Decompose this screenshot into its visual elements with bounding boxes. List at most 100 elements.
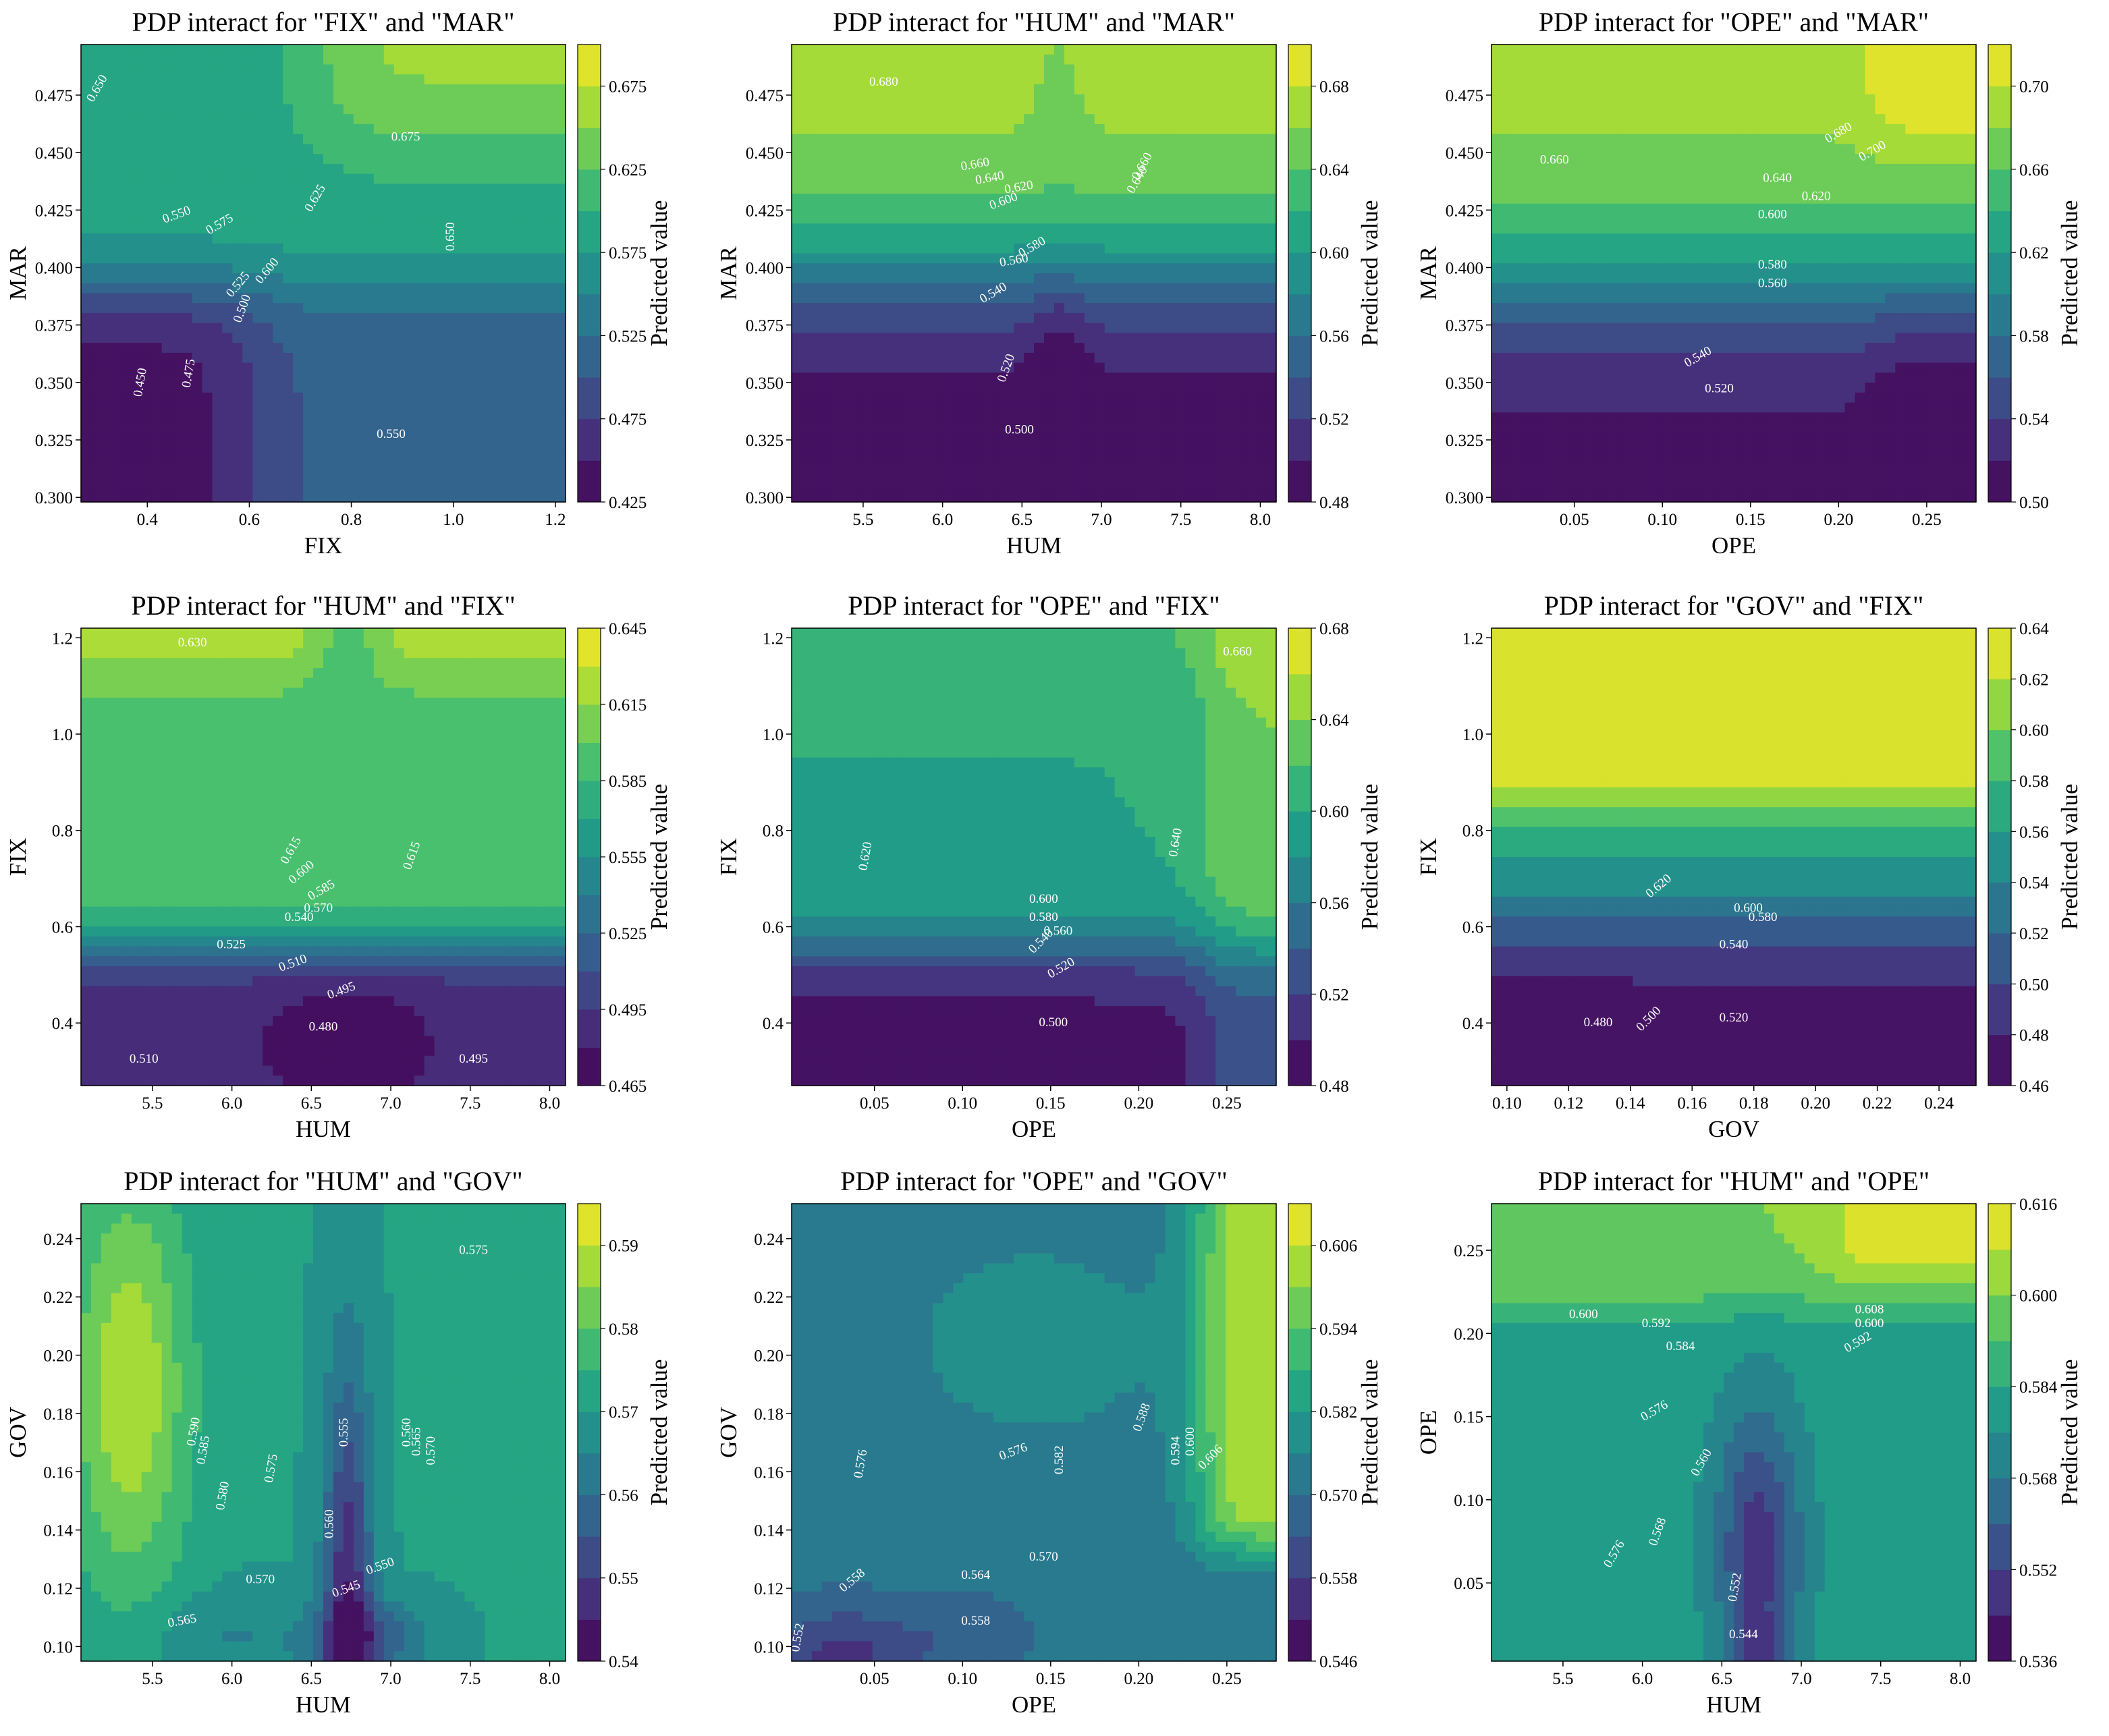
heatmap-cell: [364, 184, 375, 194]
heatmap-cell: [162, 462, 173, 472]
heatmap-cell: [495, 134, 505, 144]
heatmap-cell: [323, 144, 334, 154]
heatmap-cell: [943, 452, 954, 462]
heatmap-cell: [101, 164, 112, 174]
heatmap-cell: [1085, 323, 1095, 333]
heatmap-cell: [313, 333, 324, 343]
heatmap-cell: [1236, 323, 1247, 333]
heatmap-cell: [111, 94, 122, 105]
heatmap-cell: [1105, 114, 1116, 124]
heatmap-cell: [1256, 422, 1267, 432]
heatmap-cell: [1155, 134, 1166, 144]
heatmap-cell: [953, 244, 964, 254]
heatmap-cell: [364, 393, 375, 403]
heatmap-cell: [283, 223, 294, 233]
heatmap-cell: [973, 134, 984, 144]
heatmap-cell: [792, 343, 802, 353]
heatmap-cell: [354, 452, 364, 462]
heatmap-cell: [404, 184, 415, 194]
heatmap-cell: [445, 472, 456, 482]
heatmap-cell: [792, 363, 802, 373]
heatmap-cell: [1034, 412, 1045, 422]
heatmap-cell: [555, 452, 566, 462]
heatmap-cell: [1054, 353, 1065, 363]
heatmap-cell: [1491, 393, 1502, 403]
heatmap-cell: [394, 283, 405, 293]
heatmap-cell: [1522, 383, 1533, 393]
heatmap-cell: [1236, 432, 1247, 443]
heatmap-cell: [333, 313, 344, 323]
heatmap-cell: [1256, 74, 1267, 84]
heatmap-cell: [182, 134, 193, 144]
heatmap-cell: [464, 45, 475, 55]
heatmap-cell: [1034, 403, 1045, 413]
heatmap-cell: [354, 403, 364, 413]
heatmap-cell: [893, 472, 904, 482]
heatmap-cell: [822, 134, 833, 144]
heatmap-cell: [1034, 64, 1045, 74]
heatmap-cell: [232, 233, 243, 244]
heatmap-cell: [953, 422, 964, 432]
heatmap-cell: [464, 293, 475, 303]
heatmap-cell: [1145, 214, 1156, 224]
heatmap-cell: [1502, 372, 1512, 383]
heatmap-cell: [111, 55, 122, 65]
heatmap-cell: [973, 144, 984, 154]
heatmap-cell: [973, 223, 984, 233]
heatmap-cell: [505, 273, 516, 283]
heatmap-cell: [273, 492, 283, 502]
heatmap-cell: [81, 254, 92, 264]
heatmap-cell: [862, 343, 873, 353]
heatmap-cell: [1125, 393, 1136, 403]
heatmap-cell: [162, 492, 173, 502]
heatmap-cell: [1236, 154, 1247, 164]
heatmap-cell: [91, 64, 102, 74]
heatmap-cell: [1195, 462, 1206, 472]
heatmap-cell: [1034, 194, 1045, 204]
heatmap-cell: [374, 303, 385, 313]
heatmap-cell: [81, 372, 92, 383]
heatmap-cell: [91, 55, 102, 65]
heatmap-cell: [1236, 64, 1247, 74]
heatmap-cell: [252, 84, 263, 94]
heatmap-cell: [1044, 114, 1055, 124]
heatmap-cell: [485, 174, 495, 184]
heatmap-cell: [263, 164, 273, 174]
heatmap-cell: [182, 55, 193, 65]
heatmap-cell: [172, 84, 183, 94]
heatmap-cell: [893, 363, 904, 373]
heatmap-cell: [1145, 273, 1156, 283]
heatmap-cell: [394, 492, 405, 502]
heatmap-cell: [424, 462, 435, 472]
heatmap-cell: [883, 383, 894, 393]
heatmap-cell: [852, 343, 863, 353]
heatmap-cell: [1572, 422, 1583, 432]
heatmap-cell: [435, 194, 445, 204]
heatmap-cell: [1155, 254, 1166, 264]
heatmap-cell: [1175, 492, 1186, 502]
heatmap-cell: [384, 64, 395, 74]
heatmap-cell: [202, 452, 213, 462]
heatmap-cell: [1542, 293, 1553, 303]
heatmap-cell: [1115, 462, 1126, 472]
heatmap-cell: [172, 472, 183, 482]
heatmap-cell: [1256, 323, 1267, 333]
heatmap-cell: [1572, 45, 1583, 55]
heatmap-cell: [893, 64, 904, 74]
heatmap-cell: [1502, 174, 1512, 184]
heatmap-cell: [1095, 432, 1105, 443]
heatmap-cell: [1215, 104, 1226, 114]
heatmap-cell: [111, 233, 122, 244]
heatmap-cell: [1491, 443, 1502, 453]
heatmap-cell: [435, 104, 445, 114]
heatmap-cell: [242, 422, 253, 432]
heatmap-cell: [1014, 114, 1024, 124]
heatmap-cell: [293, 194, 304, 204]
heatmap-cell: [893, 214, 904, 224]
heatmap-cell: [273, 353, 283, 363]
heatmap-cell: [273, 244, 283, 254]
heatmap-cell: [505, 124, 516, 134]
heatmap-cell: [293, 333, 304, 343]
heatmap-cell: [1004, 144, 1014, 154]
heatmap-cell: [1175, 144, 1186, 154]
